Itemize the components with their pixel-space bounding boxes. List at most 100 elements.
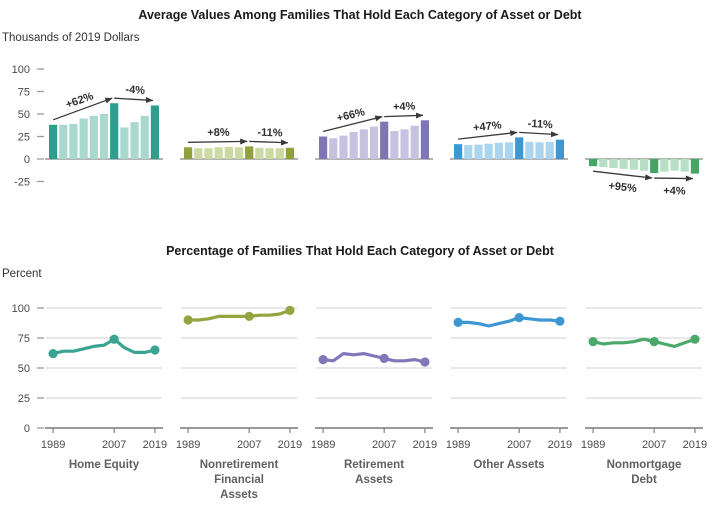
year-label: 2019 xyxy=(143,439,167,451)
bar xyxy=(535,142,544,159)
category-label: Nonmortgage Debt xyxy=(607,459,682,486)
data-point-marker xyxy=(649,337,659,347)
bar xyxy=(690,159,700,174)
bar xyxy=(89,115,98,159)
top-y-tick-label: 0 xyxy=(24,154,30,166)
percent-change-label: -4% xyxy=(125,84,145,97)
bar xyxy=(49,124,58,159)
bar xyxy=(410,125,419,159)
bar xyxy=(494,142,503,159)
bar-group-home-equity: +62% -4% xyxy=(45,84,163,160)
trend-line xyxy=(456,316,562,328)
year-label: 1989 xyxy=(311,439,335,451)
year-label: 2007 xyxy=(507,439,531,451)
bottom-y-tick-label: 50 xyxy=(18,363,30,375)
bar xyxy=(265,148,274,159)
bar xyxy=(59,124,68,159)
top-y-tick-label: 75 xyxy=(18,87,30,99)
bar xyxy=(204,148,213,159)
data-point-marker xyxy=(285,305,295,315)
data-point-marker xyxy=(690,334,700,344)
percent-change-arrow xyxy=(384,112,424,119)
bar xyxy=(599,159,608,168)
percent-change-arrow xyxy=(593,170,653,181)
bar xyxy=(390,131,399,159)
data-point-marker xyxy=(183,315,193,325)
bar xyxy=(484,143,493,159)
bar xyxy=(120,127,129,159)
percent-change-arrow xyxy=(654,175,694,182)
bar xyxy=(150,105,160,159)
percent-change-arrow xyxy=(458,130,518,140)
year-label: 1989 xyxy=(41,439,65,451)
data-point-marker xyxy=(109,334,119,344)
bar xyxy=(589,159,598,167)
bar xyxy=(380,121,389,159)
trend-line xyxy=(51,337,157,356)
percent-change-label: +95% xyxy=(608,180,638,195)
bottom-y-tick-label: 75 xyxy=(18,333,30,345)
line-chart-other-assets: 1989 2007 2019 Other Assets xyxy=(446,307,572,471)
percent-change-arrow xyxy=(52,97,113,121)
category-label: Home Equity xyxy=(69,459,140,471)
trend-line xyxy=(186,308,292,322)
year-label: 2007 xyxy=(372,439,396,451)
bar xyxy=(194,148,203,159)
year-label: 2007 xyxy=(237,439,261,451)
bar xyxy=(555,139,565,159)
bar xyxy=(79,118,88,159)
bar xyxy=(214,147,223,159)
bar xyxy=(255,147,264,159)
top-y-tick-label: 50 xyxy=(18,109,30,121)
percent-change-arrow xyxy=(249,139,289,146)
bottom-panel-title: Percentage of Families That Hold Each Ca… xyxy=(166,244,554,258)
bar xyxy=(275,148,284,159)
bottom-y-tick-label: 0 xyxy=(24,423,30,435)
bar xyxy=(525,141,534,159)
percent-change-label: +47% xyxy=(473,119,503,134)
data-point-marker xyxy=(588,337,598,347)
bar xyxy=(400,129,409,159)
bar xyxy=(454,144,463,159)
bar-group-nonretirement-financial-assets: +8% -11% xyxy=(180,127,298,160)
category-label: Other Assets xyxy=(473,459,544,471)
data-point-marker xyxy=(244,311,254,321)
bar-group-other-assets: +47% -11% xyxy=(450,118,568,160)
bar xyxy=(420,120,430,159)
year-label: 2007 xyxy=(102,439,126,451)
bottom-y-tick-label: 25 xyxy=(18,393,30,405)
percent-change-label: -11% xyxy=(527,118,553,131)
year-label: 2019 xyxy=(683,439,707,451)
line-chart-retirement-assets: 1989 2007 2019 Retirement Assets xyxy=(311,307,437,486)
year-label: 1989 xyxy=(446,439,470,451)
bottom-y-tick-label: 100 xyxy=(12,303,30,315)
bar xyxy=(545,141,554,159)
bar xyxy=(650,159,659,174)
category-label: Retirement Assets xyxy=(344,459,404,486)
percent-change-arrow xyxy=(322,115,383,133)
data-point-marker xyxy=(150,345,160,355)
bar xyxy=(504,142,514,159)
bar xyxy=(69,123,78,159)
data-point-marker xyxy=(555,316,565,326)
year-label: 1989 xyxy=(176,439,200,451)
bar xyxy=(184,147,193,159)
bottom-panel-unit-label: Percent xyxy=(2,268,42,280)
bar xyxy=(680,159,689,172)
bar xyxy=(619,159,628,169)
data-point-marker xyxy=(453,317,463,327)
bar xyxy=(369,126,379,159)
data-point-marker xyxy=(318,355,328,365)
percent-change-label: +4% xyxy=(663,185,686,197)
percent-change-arrow xyxy=(519,131,559,138)
bar-group-retirement-assets: +66% +4% xyxy=(315,101,433,160)
data-point-marker xyxy=(514,313,524,323)
bar xyxy=(339,135,348,159)
percent-change-label: +62% xyxy=(64,90,95,111)
year-label: 2019 xyxy=(548,439,572,451)
bar xyxy=(359,129,368,159)
top-y-tick-label: 100 xyxy=(12,64,30,76)
year-label: 1989 xyxy=(581,439,605,451)
